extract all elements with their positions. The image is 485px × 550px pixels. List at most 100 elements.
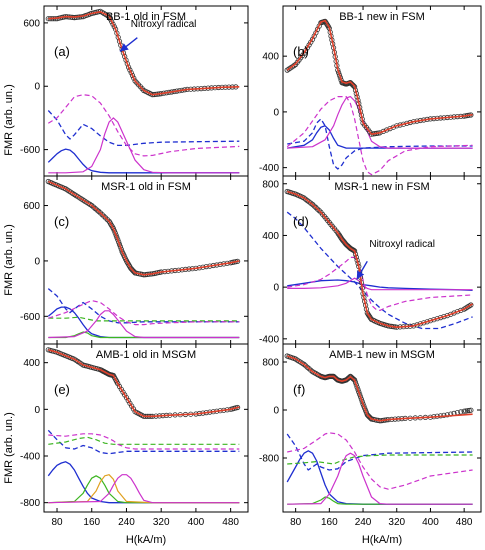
y-tick-label: 0	[273, 283, 279, 294]
series-line-blue-dash	[47, 110, 240, 147]
experimental-point	[306, 366, 312, 372]
series-line-magenta-solid	[48, 117, 240, 174]
series-line-green-dash	[287, 454, 473, 465]
series-line-fit	[286, 190, 474, 329]
x-tick-label: 320	[388, 517, 405, 528]
y-tick-label: -400	[259, 334, 279, 345]
experimental-point	[313, 204, 319, 211]
panel-b: 400 0 -400 (b) BB-1 new in FSM	[259, 5, 482, 177]
series-line-fit	[48, 11, 240, 96]
experimental-point	[468, 407, 474, 413]
y-tick-label: -400	[259, 163, 279, 174]
experimental-point	[106, 14, 112, 20]
series-line-magenta-solid	[287, 277, 473, 291]
series-line-green-dash	[48, 316, 240, 322]
y-axis-label-bottom: FMR (arb. un.)	[3, 412, 15, 484]
series-line-fit	[47, 180, 240, 276]
experimental-point	[115, 381, 121, 387]
series-line-blue-dash	[47, 288, 240, 324]
x-axis-label-right: H(kA/m)	[362, 534, 402, 546]
panel-d: 800 400 0 -400 (d) MSR-1 new in FSM Nitroxyl r…	[259, 175, 482, 345]
y-axis-label-middle: FMR (arb. un.)	[3, 224, 15, 296]
experimental-point	[380, 128, 386, 134]
y-tick-label: 600	[23, 18, 40, 29]
panel-frame	[282, 5, 482, 177]
experimental-point	[301, 361, 307, 367]
panel-label: (f)	[293, 382, 305, 397]
panel-title: BB-1 new in FSM	[339, 11, 425, 23]
panel-title: AMB-1 old in MSGM	[96, 349, 196, 361]
y-tick-label: -800	[20, 498, 40, 509]
experimental-point	[131, 269, 137, 275]
series-line-magenta-dash	[287, 256, 473, 311]
y-tick-label: 0	[34, 405, 40, 416]
y-tick-label: 0	[34, 256, 40, 267]
series-line-green-solid	[48, 331, 240, 339]
series-line-magenta-solid	[48, 310, 240, 339]
experimental-point	[130, 406, 136, 412]
experimental-point	[351, 83, 357, 89]
experimental-point	[125, 397, 131, 404]
experimental-point	[99, 212, 105, 218]
panel-f: 80 160 240 320 400 480 800 0 -800 (f) AMB-1 new in…	[259, 343, 482, 528]
panel-label: (e)	[54, 382, 70, 397]
plot-area	[45, 347, 241, 504]
experimental-point	[129, 403, 135, 409]
series-line-blue-solid	[47, 148, 240, 174]
y-tick-label: -400	[20, 452, 40, 463]
experimental-point	[120, 389, 126, 395]
y-tick-label: 0	[34, 82, 40, 93]
experimental-point	[311, 203, 317, 209]
plot-area	[284, 353, 474, 505]
experimental-point	[301, 195, 307, 201]
series-line-blue-dash	[47, 429, 240, 455]
experimental-point	[366, 312, 372, 319]
experimental-point	[123, 395, 130, 401]
series-line-green-dash	[48, 436, 240, 445]
y-tick-label: -600	[20, 312, 40, 323]
y-axis-label-top: FMR (arb. un.)	[3, 84, 15, 156]
plot-area	[284, 18, 474, 176]
experimental-point	[104, 217, 111, 223]
y-tick-label: 600	[23, 201, 40, 212]
panel-label: (c)	[54, 214, 69, 229]
series-line-magenta-dash	[47, 94, 240, 157]
y-tick-label: 800	[262, 179, 279, 190]
experimental-point	[387, 126, 393, 132]
x-tick-label: 320	[153, 517, 170, 528]
series-line-fit	[48, 349, 240, 418]
experimental-point	[131, 75, 137, 81]
experimental-point	[461, 408, 467, 414]
experimental-point	[90, 204, 97, 210]
experimental-point	[109, 18, 115, 25]
panel-label: (b)	[293, 44, 309, 59]
panel-frame	[43, 175, 249, 345]
series-line-green-solid	[48, 475, 240, 504]
x-axis-label-left: H(kA/m)	[126, 534, 166, 546]
annotation-text: Nitroxyl radical	[131, 19, 197, 30]
y-tick-label: 0	[273, 406, 279, 417]
experimental-point	[101, 213, 107, 219]
annotation-arrow-head	[119, 43, 129, 52]
series-line-fit	[286, 355, 473, 422]
experimental-point	[303, 47, 309, 54]
series-line-orange-solid	[48, 474, 240, 504]
series-line-blue-solid	[47, 461, 240, 504]
series-line-blue-solid	[286, 450, 473, 505]
series-line-green-solid	[287, 496, 473, 505]
y-tick-label: 400	[262, 52, 279, 63]
series-line-magenta-solid	[287, 95, 473, 149]
series-line-magenta-dash	[286, 95, 473, 176]
series-line-magenta-solid	[287, 452, 473, 505]
panel-title: BB-1 old in FSM	[106, 11, 186, 23]
x-tick-label: 480	[222, 517, 239, 528]
experimental-point	[110, 21, 116, 27]
x-tick-label: 160	[321, 517, 338, 528]
experimental-point	[111, 24, 117, 30]
y-tick-label: -600	[20, 145, 40, 156]
panel-title: MSR-1 new in FSM	[334, 181, 429, 193]
series-line-blue-solid	[287, 125, 473, 149]
